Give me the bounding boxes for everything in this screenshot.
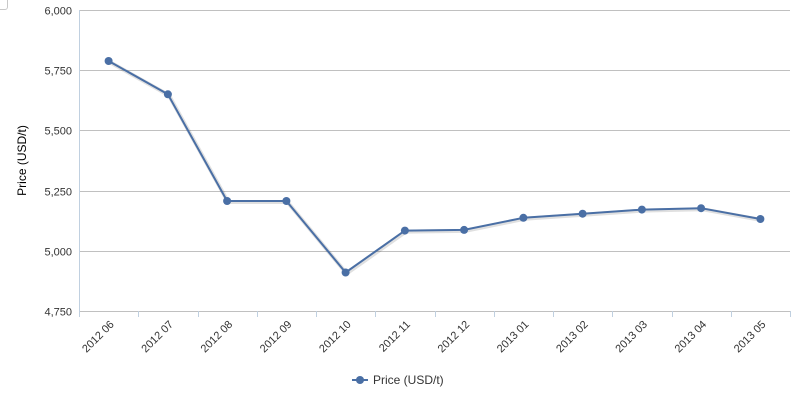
- series-line: [108, 60, 761, 274]
- legend-label: Price (USD/t): [373, 373, 444, 387]
- data-point[interactable]: [756, 215, 765, 223]
- y-tick-label: 6,000: [44, 6, 72, 18]
- x-tick-label: 2012 12: [436, 319, 473, 356]
- y-tick-label: 4,750: [44, 307, 72, 319]
- x-tick-label: 2012 08: [199, 319, 236, 356]
- y-tick-label: 5,750: [44, 66, 72, 78]
- y-tick-labels: 4,750 5,000 5,250 5,500 5,750 6,000: [44, 6, 72, 319]
- legend-dot-marker: [356, 376, 364, 384]
- y-tick-label: 5,250: [44, 187, 72, 199]
- x-tick-label: 2013 05: [732, 319, 769, 356]
- x-tick-labels: 2012 06 2012 07 2012 08 2012 09 2012 10 2012 …: [80, 319, 768, 356]
- data-point[interactable]: [104, 57, 113, 65]
- data-point[interactable]: [282, 197, 291, 205]
- x-tick-label: 2013 02: [554, 319, 591, 356]
- data-point[interactable]: [578, 209, 587, 218]
- axes: [79, 10, 791, 317]
- series-line-shadow: [108, 60, 762, 276]
- x-tick-label: 2012 09: [258, 319, 295, 356]
- legend[interactable]: Price (USD/t): [352, 373, 444, 387]
- data-point[interactable]: [637, 205, 646, 214]
- x-tick-label: 2012 06: [80, 319, 117, 356]
- data-point[interactable]: [519, 213, 528, 222]
- data-point[interactable]: [400, 226, 409, 235]
- data-point[interactable]: [341, 268, 350, 277]
- checkbox-icon[interactable]: [0, 0, 8, 10]
- x-tick-label: 2013 01: [495, 319, 532, 356]
- x-tick-label: 2012 10: [317, 319, 354, 356]
- y-axis-title: Price (USD/t): [15, 125, 29, 196]
- data-point[interactable]: [223, 197, 232, 205]
- y-tick-label: 5,500: [44, 126, 72, 138]
- x-tick-label: 2013 04: [673, 319, 710, 356]
- y-tick-label: 5,000: [44, 247, 72, 259]
- data-point[interactable]: [163, 90, 172, 99]
- data-point[interactable]: [697, 204, 706, 213]
- x-tick-label: 2012 07: [139, 319, 176, 356]
- grid-lines: [79, 10, 790, 312]
- series-layer: [104, 57, 765, 277]
- x-tick-label: 2012 11: [377, 319, 413, 355]
- data-point[interactable]: [460, 225, 469, 234]
- x-tick-label: 2013 03: [613, 319, 650, 356]
